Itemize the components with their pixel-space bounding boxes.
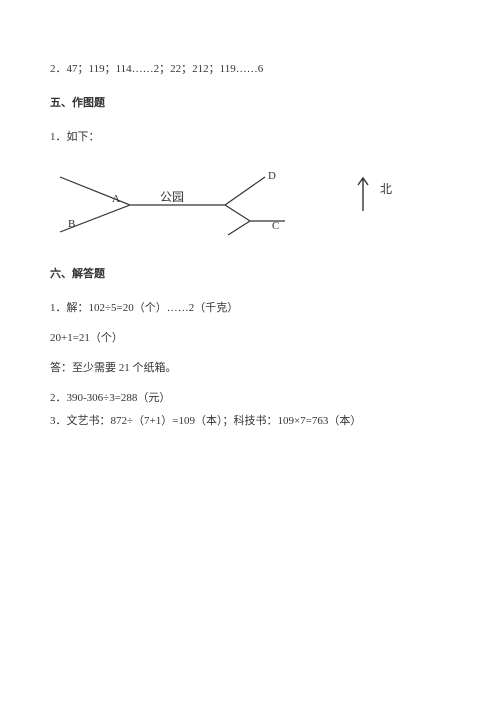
map-diagram: A B C D 公园 (50, 157, 310, 247)
diagram-container: A B C D 公园 北 (50, 157, 450, 247)
p1-line1: 1．解：102÷5=20（个）……2（千克） (50, 299, 450, 319)
label-a: A (112, 193, 120, 205)
label-center: 公园 (160, 190, 184, 204)
north-arrow (356, 173, 370, 213)
north-label: 北 (380, 179, 392, 201)
section6-title: 六、解答题 (50, 265, 450, 285)
p1-line3: 答：至少需要 21 个纸箱。 (50, 359, 450, 379)
p1-line2: 20+1=21（个） (50, 329, 450, 349)
section5-title: 五、作图题 (50, 94, 450, 114)
label-d: D (268, 170, 276, 182)
label-b: B (68, 218, 75, 230)
intro-line: 2．47；119；114……2；22；212；119……6 (50, 60, 450, 80)
section5-item1: 1．如下： (50, 128, 450, 148)
label-c: C (272, 220, 279, 232)
p3-line: 3．文艺书：872÷（7+1）=109（本）；科技书：109×7=763（本） (50, 412, 450, 432)
p2-line: 2．390-306÷3=288（元） (50, 389, 450, 409)
